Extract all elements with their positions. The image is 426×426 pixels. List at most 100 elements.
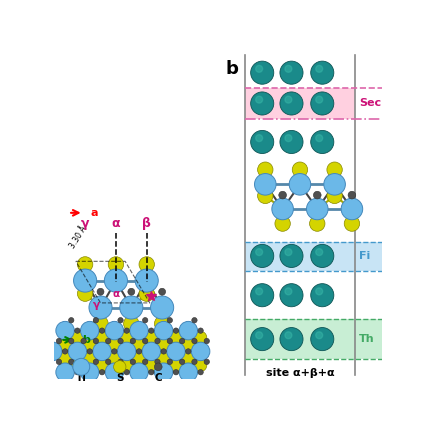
Circle shape: [186, 349, 191, 354]
Circle shape: [170, 331, 182, 344]
Circle shape: [280, 92, 303, 115]
Text: Ti: Ti: [76, 373, 87, 383]
Circle shape: [167, 317, 173, 323]
Circle shape: [256, 135, 262, 141]
Circle shape: [78, 257, 93, 272]
Circle shape: [250, 245, 274, 268]
Circle shape: [198, 369, 203, 375]
Circle shape: [93, 316, 108, 331]
Text: C: C: [155, 373, 162, 383]
Circle shape: [118, 342, 136, 361]
Circle shape: [256, 96, 262, 103]
Circle shape: [149, 369, 154, 375]
Circle shape: [108, 338, 121, 351]
Circle shape: [179, 321, 198, 340]
Circle shape: [314, 191, 321, 199]
Circle shape: [250, 92, 274, 115]
Circle shape: [191, 342, 210, 361]
Circle shape: [130, 359, 135, 365]
Circle shape: [69, 317, 74, 323]
Circle shape: [256, 332, 262, 339]
Circle shape: [154, 321, 173, 340]
Circle shape: [81, 321, 99, 340]
Circle shape: [192, 359, 197, 365]
Circle shape: [192, 338, 197, 344]
Circle shape: [179, 363, 198, 381]
Circle shape: [285, 249, 292, 256]
Circle shape: [154, 363, 162, 371]
Circle shape: [250, 284, 274, 307]
Text: site α+β+α: site α+β+α: [266, 368, 334, 378]
Circle shape: [155, 359, 160, 365]
Circle shape: [285, 135, 292, 141]
Circle shape: [344, 216, 360, 231]
Circle shape: [105, 321, 124, 340]
Circle shape: [83, 338, 96, 351]
Circle shape: [272, 198, 294, 220]
Circle shape: [81, 338, 86, 344]
Circle shape: [120, 296, 143, 319]
Circle shape: [250, 130, 274, 153]
Circle shape: [128, 288, 135, 295]
Circle shape: [75, 328, 80, 333]
Text: β: β: [142, 217, 151, 230]
Circle shape: [112, 349, 117, 354]
Circle shape: [74, 269, 97, 292]
Text: γ: γ: [81, 217, 89, 230]
Circle shape: [97, 288, 104, 295]
Circle shape: [204, 338, 210, 344]
Circle shape: [316, 288, 322, 295]
Circle shape: [83, 352, 96, 365]
Circle shape: [173, 369, 178, 375]
Circle shape: [136, 349, 142, 354]
Text: b: b: [82, 335, 90, 345]
Circle shape: [96, 331, 108, 344]
Circle shape: [167, 338, 173, 344]
Circle shape: [73, 358, 90, 375]
Circle shape: [158, 288, 166, 295]
Circle shape: [167, 342, 185, 361]
Circle shape: [142, 342, 161, 361]
Circle shape: [285, 288, 292, 295]
Circle shape: [182, 338, 194, 351]
Text: Sec: Sec: [359, 98, 381, 109]
Circle shape: [81, 359, 86, 365]
Circle shape: [56, 321, 74, 340]
Circle shape: [106, 359, 111, 365]
Circle shape: [327, 162, 343, 177]
Circle shape: [258, 162, 273, 177]
Circle shape: [324, 173, 345, 195]
Circle shape: [81, 363, 99, 381]
Circle shape: [158, 338, 170, 351]
Circle shape: [316, 332, 322, 339]
Circle shape: [158, 352, 170, 365]
Text: 3.30 Å: 3.30 Å: [68, 224, 89, 250]
Circle shape: [311, 245, 334, 268]
Circle shape: [179, 359, 185, 365]
Circle shape: [285, 96, 292, 103]
Circle shape: [139, 257, 154, 272]
Circle shape: [93, 359, 98, 365]
Bar: [245, 88, 354, 119]
Circle shape: [142, 338, 148, 344]
Circle shape: [154, 363, 173, 381]
Circle shape: [280, 130, 303, 153]
Circle shape: [56, 359, 62, 365]
Circle shape: [124, 328, 130, 333]
Circle shape: [154, 316, 170, 331]
Text: α: α: [112, 289, 119, 299]
Circle shape: [285, 65, 292, 72]
Circle shape: [62, 349, 68, 354]
Circle shape: [108, 352, 121, 365]
Circle shape: [167, 359, 173, 365]
Circle shape: [316, 135, 322, 141]
Circle shape: [310, 216, 325, 231]
Circle shape: [150, 296, 174, 319]
Circle shape: [56, 338, 62, 344]
Circle shape: [182, 352, 194, 365]
Circle shape: [78, 286, 93, 301]
Text: Th: Th: [359, 334, 375, 344]
Circle shape: [133, 352, 145, 365]
Circle shape: [71, 359, 83, 371]
Text: S: S: [116, 373, 124, 383]
